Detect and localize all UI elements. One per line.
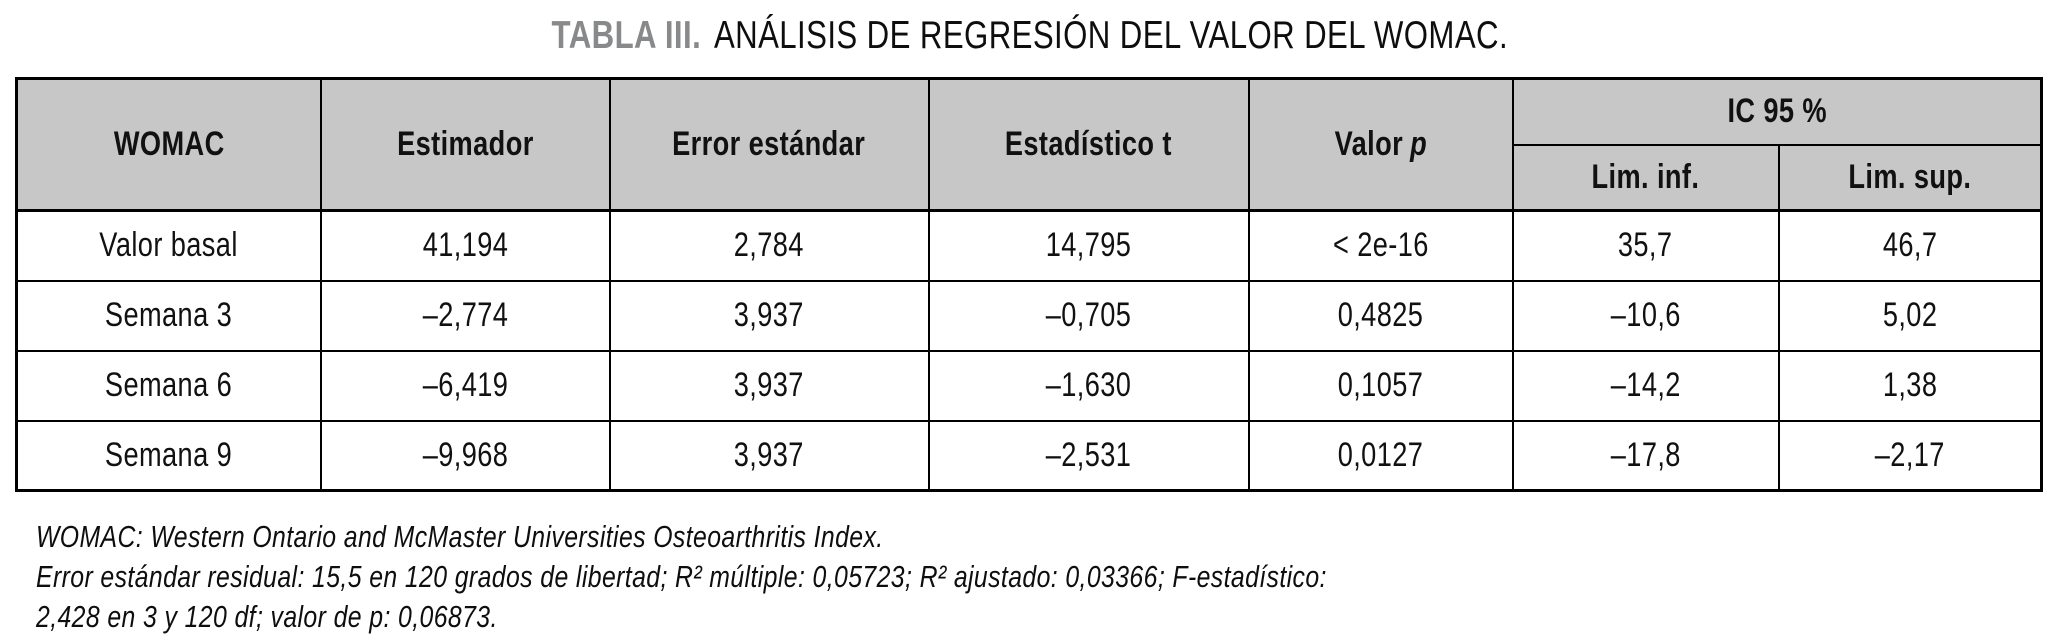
col-header-ic95: IC 95 % [1511, 77, 2043, 146]
table-cell: 41,194 [319, 209, 611, 282]
p-variable-italic: p [1409, 125, 1427, 163]
table-cell: 0,1057 [1247, 349, 1514, 422]
table-cell: –17,8 [1511, 419, 1780, 492]
table-cell: 3,937 [608, 279, 930, 352]
table-cell: –2,774 [319, 279, 611, 352]
table-cell: –6,419 [319, 349, 611, 422]
col-header-womac: WOMAC [15, 77, 322, 212]
table-cell: 2,784 [608, 209, 930, 282]
footnote-model-stats-line1: Error estándar residual: 15,5 en 120 gra… [36, 559, 1327, 594]
table-row-semana-9: Semana 9 –9,968 3,937 –2,531 0,0127 –17,… [15, 419, 2043, 492]
table-cell: 14,795 [927, 209, 1250, 282]
table-cell: 46,7 [1777, 209, 2043, 282]
table-row-semana-6: Semana 6 –6,419 3,937 –1,630 0,1057 –14,… [15, 349, 2043, 422]
table-cell: Semana 3 [15, 279, 322, 352]
col-header-valor-p: Valor p [1247, 77, 1514, 212]
table-cell: Semana 9 [15, 419, 322, 492]
table-cell: < 2e-16 [1247, 209, 1514, 282]
table-cell: 35,7 [1511, 209, 1780, 282]
table-body: Valor basal 41,194 2,784 14,795 < 2e-16 … [15, 209, 2043, 492]
header-row-sub: Lim. inf. Lim. sup. [17, 143, 2043, 212]
table-cell: –9,968 [319, 419, 611, 492]
footnote-model-stats-line2: 2,428 en 3 y 120 df; valor de p: 0,06873… [36, 599, 498, 634]
col-header-estimador: Estimador [319, 77, 611, 212]
table-header: WOMAC Estimador Error estándar Estadísti… [15, 77, 2043, 212]
page-title: TABLA III. ANÁLISIS DE REGRESIÓN DEL VALO… [0, 12, 2059, 60]
table-title-text: ANÁLISIS DE REGRESIÓN DEL VALOR DEL WOMA… [713, 14, 1508, 57]
table-cell: –14,2 [1511, 349, 1780, 422]
col-header-lim-inf: Lim. inf. [1511, 143, 1780, 212]
table-cell: –2,17 [1777, 419, 2043, 492]
header-row-top: WOMAC Estimador Error estándar Estadísti… [15, 77, 2043, 212]
table-cell: 3,937 [608, 349, 930, 422]
footnote-womac-definition: WOMAC: Western Ontario and McMaster Univ… [36, 519, 884, 554]
table-cell: 3,937 [608, 419, 930, 492]
table-cell: Valor basal [15, 209, 322, 282]
table-cell: 0,4825 [1247, 279, 1514, 352]
col-header-error-estandar: Error estándar [608, 77, 930, 212]
table-footnotes: WOMAC: Western Ontario and McMaster Univ… [36, 517, 1650, 637]
table-row-semana-3: Semana 3 –2,774 3,937 –0,705 0,4825 –10,… [15, 279, 2043, 352]
col-header-estadistico-t: Estadístico t [927, 77, 1250, 212]
regression-table: WOMAC Estimador Error estándar Estadísti… [15, 77, 2044, 492]
table-cell: –2,531 [927, 419, 1250, 492]
col-header-lim-sup: Lim. sup. [1777, 143, 2043, 212]
table-cell: 1,38 [1777, 349, 2043, 422]
table-cell: 5,02 [1777, 279, 2043, 352]
table-cell: Semana 6 [15, 349, 322, 422]
table-cell: –10,6 [1511, 279, 1780, 352]
table-cell: 0,0127 [1247, 419, 1514, 492]
table-cell: –0,705 [927, 279, 1250, 352]
table-number-label: TABLA III. [551, 14, 701, 57]
table-row-valor-basal: Valor basal 41,194 2,784 14,795 < 2e-16 … [15, 209, 2043, 282]
table-cell: –1,630 [927, 349, 1250, 422]
